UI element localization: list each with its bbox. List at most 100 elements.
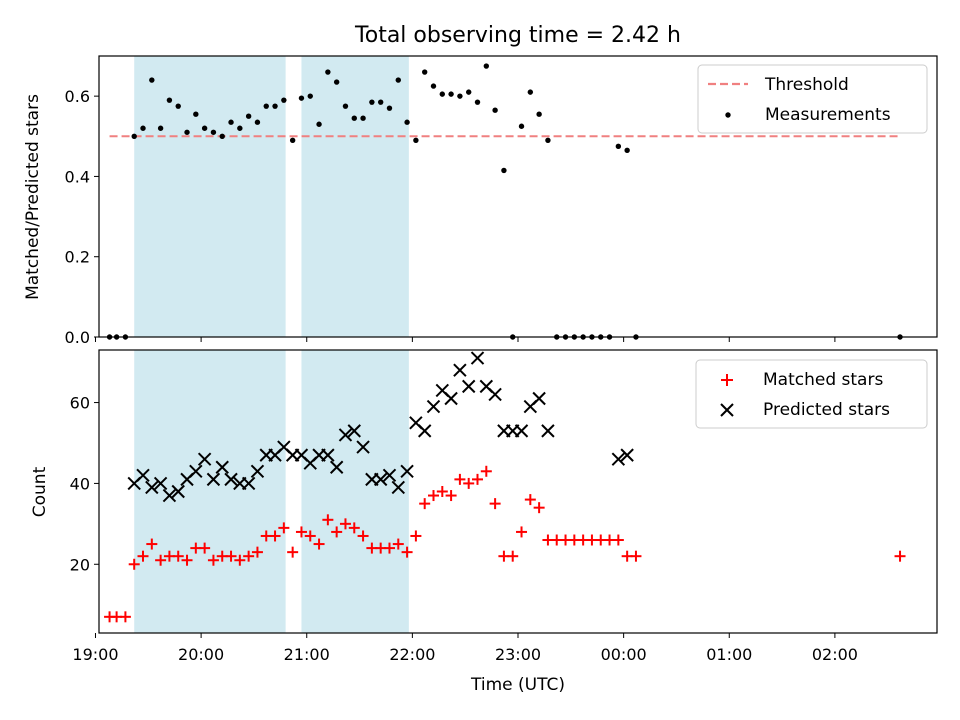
matched-star-point bbox=[295, 526, 307, 538]
x-tick-label: 19:00 bbox=[72, 645, 118, 664]
measurement-point bbox=[518, 123, 525, 129]
measurement-point bbox=[237, 125, 243, 131]
predicted-star-point bbox=[136, 468, 150, 483]
predicted-star-point bbox=[224, 472, 238, 487]
measurement-point bbox=[254, 119, 261, 125]
measurement-point bbox=[501, 167, 507, 174]
top-y-tick-label: 0.4 bbox=[65, 167, 90, 186]
matched-legend-swatch bbox=[721, 374, 733, 386]
matched-star-point bbox=[199, 542, 211, 554]
predicted-star-point bbox=[382, 468, 397, 483]
predicted-star-point bbox=[162, 488, 177, 503]
measurement-point bbox=[439, 91, 445, 97]
measurement-point bbox=[536, 111, 542, 117]
measurement-point bbox=[457, 93, 463, 99]
measurement-point bbox=[360, 115, 366, 121]
matched-star-point bbox=[181, 554, 193, 566]
measurement-point bbox=[149, 77, 155, 83]
measurement-point bbox=[466, 89, 472, 95]
predicted-star-point bbox=[321, 448, 335, 462]
matched-star-point bbox=[419, 498, 431, 510]
predicted-star-point bbox=[391, 480, 405, 495]
measurement-point bbox=[272, 103, 278, 109]
matched-star-point bbox=[172, 550, 184, 562]
matched-star-point bbox=[251, 546, 263, 558]
bottom-count-points bbox=[104, 351, 906, 623]
measurement-point bbox=[210, 129, 217, 135]
bottom-legend: Matched stars Predicted stars bbox=[695, 359, 928, 429]
x-tick-label: 01:00 bbox=[706, 645, 752, 664]
measurement-point bbox=[281, 97, 287, 103]
predicted-star-point bbox=[356, 440, 370, 454]
predicted-star-point bbox=[532, 391, 546, 406]
measurement-point bbox=[527, 89, 534, 95]
measurement-point bbox=[131, 133, 137, 139]
bottom-y-tick-label: 40 bbox=[70, 474, 90, 493]
predicted-legend-label: Predicted stars bbox=[763, 400, 890, 420]
matched-star-point bbox=[489, 498, 501, 510]
bottom-y-axis-label: Count bbox=[30, 466, 50, 517]
matched-star-point bbox=[533, 502, 545, 514]
predicted-star-point bbox=[189, 464, 203, 478]
predicted-star-point bbox=[250, 464, 265, 478]
predicted-star-point bbox=[461, 379, 476, 394]
matched-star-point bbox=[392, 538, 404, 550]
measurement-point bbox=[395, 77, 401, 83]
top-y-tick-label: 0.0 bbox=[65, 328, 90, 347]
measurement-point bbox=[377, 99, 384, 105]
matched-star-point bbox=[234, 554, 246, 566]
predicted-star-point bbox=[541, 424, 555, 438]
matched-star-point bbox=[287, 546, 299, 558]
matched-star-point bbox=[357, 530, 369, 542]
measurement-point bbox=[201, 125, 208, 131]
bottom-observing-intervals bbox=[134, 350, 409, 633]
measurement-point bbox=[289, 137, 296, 143]
predicted-star-point bbox=[145, 480, 159, 495]
top-panel: 0.0 0.2 0.4 0.6 Matched/Predicted stars Thr… bbox=[23, 55, 938, 347]
predicted-star-point bbox=[338, 428, 353, 442]
measurement-point bbox=[615, 143, 622, 150]
matched-star-point bbox=[612, 534, 624, 546]
predicted-star-point bbox=[470, 351, 485, 365]
matched-star-point bbox=[463, 477, 475, 489]
measurement-point bbox=[184, 129, 190, 135]
predicted-star-point bbox=[206, 472, 221, 487]
predicted-star-point bbox=[153, 476, 168, 491]
measurement-point bbox=[421, 69, 428, 75]
measurement-point bbox=[545, 137, 551, 143]
matched-star-point bbox=[269, 530, 281, 542]
matched-star-point bbox=[146, 538, 158, 550]
matched-star-point bbox=[410, 530, 422, 542]
matched-star-point bbox=[243, 550, 255, 562]
predicted-star-point bbox=[171, 484, 185, 499]
measurement-point bbox=[351, 115, 357, 121]
predicted-star-point bbox=[347, 424, 361, 438]
top-y-axis-label: Matched/Predicted stars bbox=[23, 94, 43, 300]
matched-star-point bbox=[894, 550, 906, 562]
matched-star-point bbox=[119, 611, 131, 623]
x-axis-label: Time (UTC) bbox=[470, 675, 565, 695]
measurement-point bbox=[140, 125, 146, 131]
measurement-point bbox=[474, 99, 481, 105]
predicted-star-point bbox=[514, 424, 529, 438]
measurement-point bbox=[175, 103, 181, 109]
measurement-point bbox=[166, 97, 173, 103]
matched-star-point bbox=[225, 550, 237, 562]
predicted-legend-swatch bbox=[720, 403, 734, 417]
matched-star-point bbox=[436, 486, 448, 497]
measurement-point bbox=[193, 111, 199, 117]
top-interval-1 bbox=[301, 56, 409, 337]
predicted-star-point bbox=[488, 387, 502, 402]
predicted-star-point bbox=[611, 452, 626, 466]
matched-star-point bbox=[155, 554, 167, 566]
matched-star-point bbox=[445, 490, 457, 502]
matched-star-point bbox=[507, 550, 519, 562]
predicted-star-point bbox=[426, 399, 441, 414]
predicted-star-point bbox=[373, 472, 388, 487]
matched-star-point bbox=[524, 494, 536, 506]
threshold-legend-label: Threshold bbox=[764, 75, 849, 95]
measurement-point bbox=[333, 79, 340, 85]
x-tick-label: 00:00 bbox=[601, 645, 647, 664]
top-y-tick-label: 0.6 bbox=[65, 87, 90, 106]
matched-star-point bbox=[278, 522, 290, 534]
